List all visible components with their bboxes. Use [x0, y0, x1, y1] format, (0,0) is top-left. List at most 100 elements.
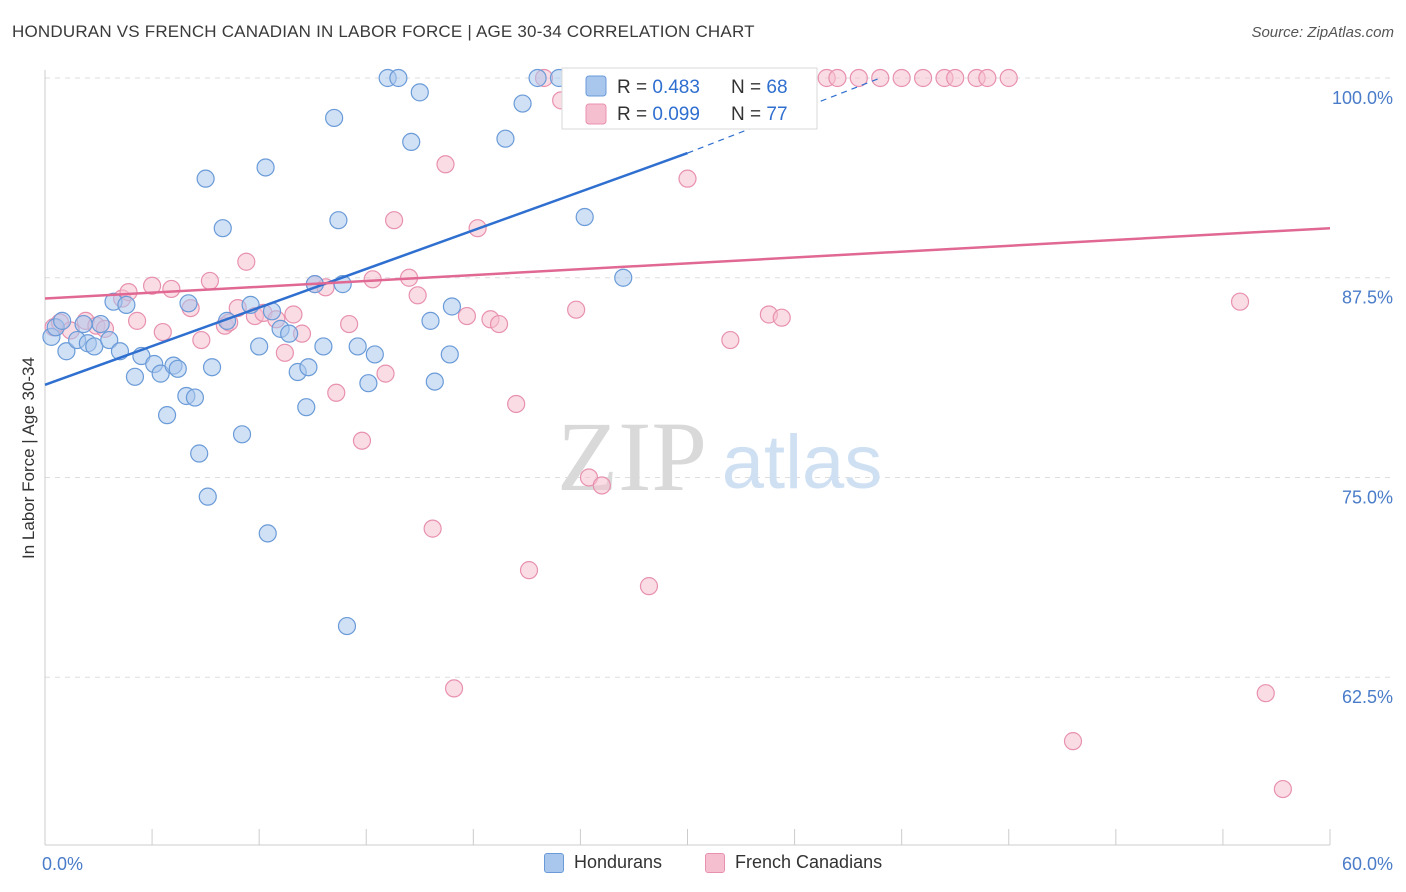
watermark: ZIP atlas: [557, 401, 882, 512]
honduran-point: [337, 616, 357, 636]
honduran-point: [297, 398, 316, 417]
legend: R = 0.483 N = 68 R = 0.099 N = 77: [561, 67, 818, 130]
honduran-point: [57, 342, 76, 361]
french-canadian-point: [352, 431, 372, 450]
french-canadian-point: [153, 322, 172, 342]
honduran-point: [442, 297, 462, 316]
french-canadian-point: [772, 308, 791, 327]
honduran-point: [202, 358, 222, 377]
honduran-point: [256, 158, 275, 177]
honduran-point: [91, 314, 110, 334]
french-canadian-point: [913, 68, 933, 88]
honduran-point: [440, 345, 459, 364]
legend-r-label-1: R =: [617, 77, 652, 98]
x-tick-label-0: 0.0%: [42, 854, 83, 874]
y-tick-label-2: 75.0%: [1342, 487, 1393, 507]
series-legend: Hondurans French Canadians: [0, 852, 1406, 878]
honduran-point: [410, 83, 429, 102]
honduran-point: [125, 367, 145, 386]
french-canadian-point: [871, 68, 890, 88]
honduran-point: [250, 337, 269, 356]
svg-text:R = 0.483: R = 0.483: [617, 77, 700, 98]
french-canadian-point: [1230, 292, 1250, 311]
honduran-point: [325, 108, 344, 128]
french-canadians-swatch: [705, 852, 725, 873]
french-canadian-point: [1256, 684, 1275, 703]
honduran-point: [74, 314, 93, 334]
honduran-point: [389, 68, 408, 88]
axes: 100.0% 87.5% 75.0% 62.5% 0.0% 60.0%: [42, 70, 1393, 874]
french-canadian-point: [1063, 732, 1083, 751]
french-canadian-point: [892, 68, 911, 88]
honduran-point: [179, 294, 198, 313]
honduran-point: [196, 169, 215, 188]
y-tick-label-0: 100.0%: [1332, 88, 1393, 108]
french-canadian-point: [127, 311, 147, 330]
svg-text:R = 0.099: R = 0.099: [617, 104, 700, 125]
legend-swatch-hondurans: [585, 75, 607, 97]
french-canadian-point: [592, 476, 611, 495]
honduran-point: [117, 295, 136, 314]
honduran-point: [85, 337, 104, 356]
french-canadian-point: [828, 68, 847, 88]
honduran-point: [528, 68, 547, 88]
honduran-point: [329, 211, 348, 230]
french-canadian-point: [275, 343, 294, 362]
gridlines: [45, 77, 1392, 678]
hondurans-legend-label: Hondurans: [574, 852, 663, 872]
french-canadian-point: [639, 577, 659, 596]
honduran-point: [402, 132, 421, 152]
honduran-point: [53, 311, 72, 330]
honduran-point: [314, 337, 333, 356]
french-canadian-point: [200, 271, 220, 291]
french-canadian-point: [384, 211, 404, 230]
french-canadian-point: [423, 519, 442, 538]
honduran-point: [100, 330, 119, 350]
french-canadian-point: [457, 306, 477, 326]
french-canadian-point: [946, 68, 965, 88]
honduran-point: [299, 358, 318, 377]
honduran-trend-line: [44, 151, 688, 386]
french-canadian-point: [162, 279, 181, 299]
legend-r-value-1: 0.483: [652, 77, 700, 98]
legend-r-value-2: 0.099: [652, 104, 700, 125]
legend-n-label-2: N =: [731, 104, 766, 125]
honduran-point: [348, 337, 367, 356]
french-canadian-point: [519, 561, 539, 580]
honduran-point: [232, 425, 252, 444]
french-canadian-point: [721, 330, 740, 350]
legend-n-label-1: N =: [731, 77, 766, 98]
y-tick-label-1: 87.5%: [1342, 288, 1393, 308]
french-canadian-point: [444, 679, 464, 698]
french-canadian-point: [978, 68, 997, 88]
french-canadian-point: [678, 169, 697, 188]
honduran-point: [190, 444, 209, 463]
svg-text:N = 68: N = 68: [731, 77, 788, 98]
honduran-point: [425, 372, 444, 391]
honduran-point: [185, 388, 205, 407]
y-axis-label: In Labor Force | Age 30-34: [19, 357, 38, 559]
honduran-point: [280, 324, 299, 343]
chart-title: HONDURAN VS FRENCH CANADIAN IN LABOR FOR…: [12, 22, 755, 41]
honduran-point: [614, 268, 633, 287]
honduran-point: [157, 406, 177, 425]
french-canadian-point: [376, 364, 395, 383]
source-label: Source: ZipAtlas.com: [1251, 24, 1394, 41]
french-canadian-point: [1273, 779, 1292, 799]
y-tick-label-3: 62.5%: [1342, 687, 1393, 707]
svg-text:N = 77: N = 77: [731, 104, 788, 125]
french-canadian-point: [408, 286, 427, 305]
honduran-point: [421, 311, 440, 330]
honduran-point: [258, 524, 277, 543]
honduran-point: [575, 207, 594, 227]
french-canadian-point: [436, 155, 455, 174]
french-canadian-point: [567, 300, 586, 319]
french-canadian-point: [507, 394, 526, 414]
honduran-point: [496, 129, 515, 148]
legend-r-label-2: R =: [617, 104, 652, 125]
x-tick-label-1: 60.0%: [1342, 854, 1393, 874]
honduran-point: [513, 94, 532, 113]
french-canadian-point: [340, 314, 359, 334]
honduran-point: [168, 359, 187, 378]
